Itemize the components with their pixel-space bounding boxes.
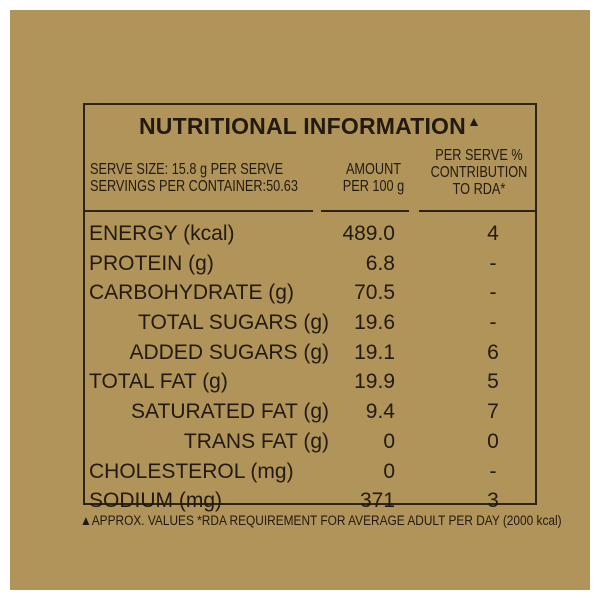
nutrient-amount: 371 bbox=[359, 489, 395, 513]
servings-per-container: SERVINGS PER CONTAINER:50.63 bbox=[90, 178, 298, 195]
nutrient-amount: 6.8 bbox=[365, 251, 395, 275]
nutrient-amount: 19.6 bbox=[354, 311, 395, 335]
amount-underline bbox=[321, 210, 409, 212]
nutrition-table: NUTRITIONAL INFORMATION▲ SERVE SIZE: 15.… bbox=[83, 103, 537, 512]
nutrient-amount: 489.0 bbox=[342, 222, 395, 245]
approx-marker-icon: ▲ bbox=[466, 113, 482, 129]
nutrient-rda: - bbox=[489, 251, 497, 275]
rda-header-line1: PER SERVE % bbox=[435, 147, 523, 164]
table-title: NUTRITIONAL INFORMATION▲ bbox=[85, 113, 535, 140]
rda-header-line2: CONTRIBUTION bbox=[430, 164, 528, 181]
table-row: CARBOHYDRATE (g) 70.5 - bbox=[85, 278, 535, 308]
nutrient-name: SATURATED FAT (g) bbox=[131, 400, 329, 424]
rda-header: PER SERVE % CONTRIBUTION TO RDA* bbox=[431, 147, 528, 198]
nutrient-rows: ENERGY (kcal) 489.0 4 PROTEIN (g) 6.8- CARBOH… bbox=[85, 219, 535, 516]
table-row: CHOLESTEROL (mg) 0 - bbox=[85, 457, 535, 487]
table-row: TOTAL SUGARS (g) 19.6 - bbox=[85, 308, 535, 338]
nutrient-rda: 3 bbox=[487, 489, 499, 513]
nutrient-amount: 9.4 bbox=[365, 400, 395, 424]
table-row: SODIUM (mg) 371 3 bbox=[85, 486, 535, 516]
nutrient-amount: 19.1 bbox=[354, 340, 395, 364]
table-row: TOTAL FAT (g) 19.9 5 bbox=[85, 367, 535, 397]
amount-header-line2: PER 100 g bbox=[342, 178, 405, 195]
nutrient-rda: - bbox=[489, 459, 497, 483]
nutrient-rda: 4 bbox=[487, 222, 499, 245]
amount-header: AMOUNT PER 100 g bbox=[343, 161, 404, 195]
nutrient-name: ADDED SUGARS (g) bbox=[129, 340, 329, 364]
nutrient-name: PROTEIN (g) bbox=[89, 251, 214, 275]
serve-info: SERVE SIZE: 15.8 g PER SERVE SERVINGS PE… bbox=[90, 161, 298, 195]
nutrient-rda: - bbox=[489, 311, 497, 335]
table-row: ADDED SUGARS (g) 19.1 6 bbox=[85, 338, 535, 368]
nutrient-rda: 5 bbox=[487, 370, 499, 394]
label-background: NUTRITIONAL INFORMATION▲ SERVE SIZE: 15.… bbox=[10, 10, 590, 590]
nutrient-name: ENERGY (kcal) bbox=[89, 222, 235, 245]
rda-header-line3: TO RDA* bbox=[452, 181, 506, 198]
nutrient-name: CHOLESTEROL (mg) bbox=[89, 459, 294, 483]
table-row: ENERGY (kcal) 489.0 4 bbox=[85, 219, 535, 249]
table-row: SATURATED FAT (g) 9.4 7 bbox=[85, 397, 535, 427]
serve-info-underline bbox=[85, 210, 313, 212]
nutrient-name: CARBOHYDRATE (g) bbox=[89, 281, 294, 305]
nutrient-rda: 6 bbox=[487, 340, 499, 364]
amount-header-line1: AMOUNT bbox=[345, 161, 402, 178]
table-row: TRANS FAT (g) 0 0 bbox=[85, 427, 535, 457]
nutrient-rda: 7 bbox=[487, 400, 499, 424]
title-text: NUTRITIONAL INFORMATION bbox=[138, 113, 466, 139]
nutrient-amount: 0 bbox=[383, 459, 395, 483]
nutrient-name: TOTAL FAT (g) bbox=[89, 370, 228, 394]
nutrient-name: TOTAL SUGARS (g) bbox=[138, 311, 329, 335]
nutrient-amount: 0 bbox=[383, 429, 395, 453]
nutrient-amount: 70.5 bbox=[354, 281, 395, 305]
nutrient-rda: - bbox=[489, 281, 497, 305]
table-row: PROTEIN (g) 6.8 - bbox=[85, 249, 535, 279]
nutrient-rda: 0 bbox=[487, 429, 499, 453]
footnote: ▲APPROX. VALUES *RDA REQUIREMENT FOR AVE… bbox=[80, 513, 562, 528]
nutrient-name: SODIUM (mg) bbox=[89, 489, 222, 513]
rda-underline bbox=[419, 210, 535, 212]
nutrient-amount: 19.9 bbox=[354, 370, 395, 394]
serve-size: SERVE SIZE: 15.8 g PER SERVE bbox=[90, 161, 284, 178]
nutrient-name: TRANS FAT (g) bbox=[183, 429, 329, 453]
